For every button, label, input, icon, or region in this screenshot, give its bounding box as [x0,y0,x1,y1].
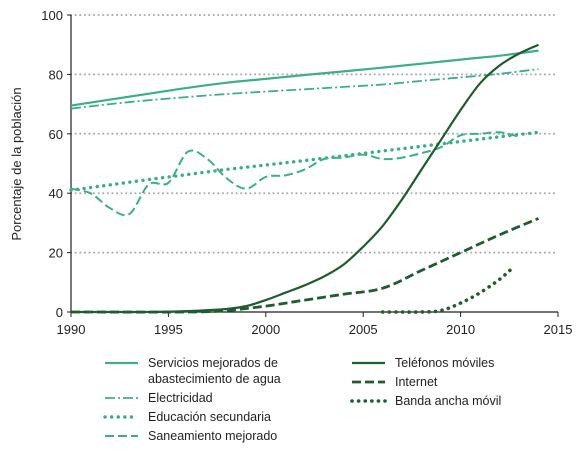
legend-label-banda-ancha-movil: Banda ancha móvil [395,394,501,408]
legend-label-internet: Internet [395,375,438,389]
legend-label-servicios-mejorados-de-abastecimiento-de-agua: abastecimiento de agua [148,372,281,386]
y-tick-label: 80 [49,67,63,82]
x-tick-label: 2005 [349,322,378,337]
legend-label-educacion-secundaria: Educación secundaria [148,410,271,424]
legend: Servicios mejorados de abastecimiento de … [103,356,501,443]
legend-label-saneamiento-mejorado: Saneamiento mejorado [148,429,277,443]
x-tick-label: 2015 [544,322,573,337]
legend-label-electricidad: Electricidad [148,391,213,405]
series-line-educacion-secundaria [69,130,541,192]
series-line-saneamiento-mejorado [70,131,520,217]
x-tick-label: 1995 [154,322,183,337]
y-tick-label: 100 [41,8,63,23]
legend-label-telefonos-moviles: Teléfonos móviles [395,356,494,370]
series-line-internet [70,217,540,314]
y-axis-label: Porcentaje de la población [9,87,24,240]
series-line-electricidad [70,68,539,110]
y-tick-label: 0 [56,305,63,320]
y-tick-label: 60 [49,127,63,142]
series-group [69,43,541,314]
series-line-telefonos-moviles [70,43,539,314]
x-tick-label: 1990 [57,322,86,337]
series-line-servicios-mejorados-de-abastecimiento-de-agua [70,49,539,107]
x-tick-label: 2000 [251,322,280,337]
series-line-banda-ancha-movil [380,265,515,314]
y-tick-label: 20 [49,246,63,261]
x-tick-label: 2010 [446,322,475,337]
legend-label-servicios-mejorados-de-abastecimiento-de-agua: Servicios mejorados de [148,356,278,370]
y-tick-label: 40 [49,186,63,201]
